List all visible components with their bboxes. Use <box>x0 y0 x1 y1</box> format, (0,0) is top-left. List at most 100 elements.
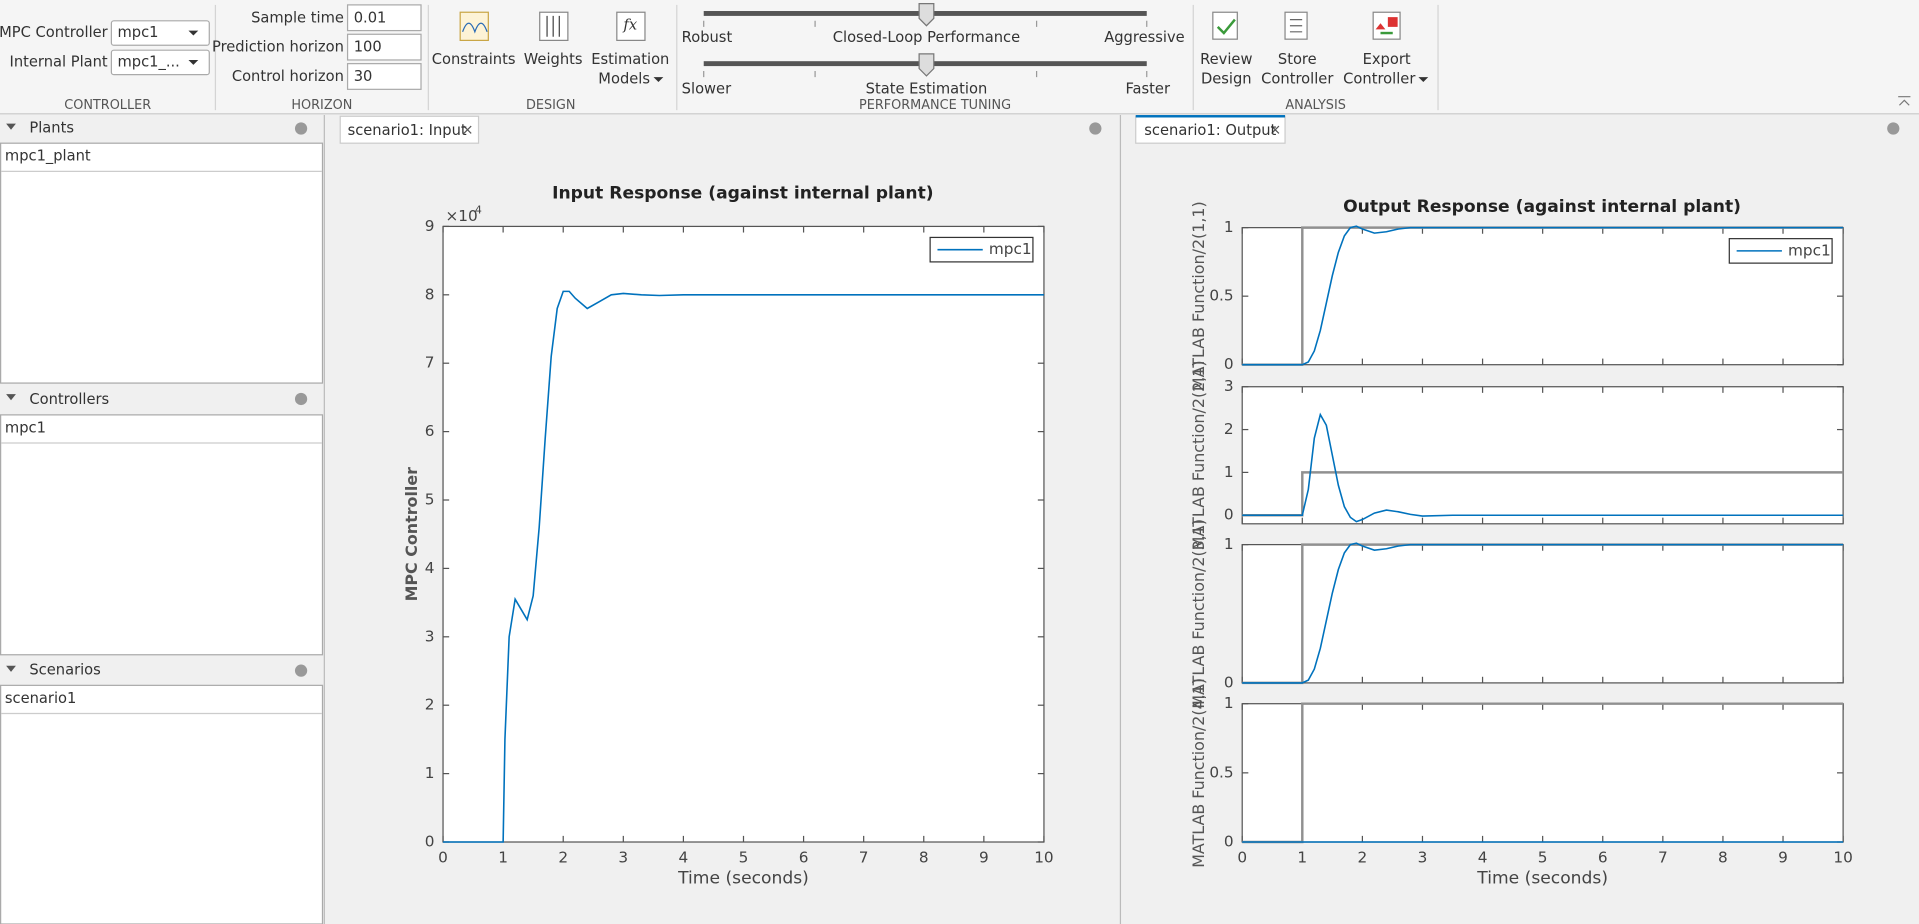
panel-title: Plants <box>29 120 74 137</box>
y-axis-label: MATLAB Function/2(3,1) <box>1189 519 1208 709</box>
x-tick-label: 7 <box>859 848 869 866</box>
axis-multiplier-exponent: 4 <box>475 204 482 217</box>
y-tick-label: 2 <box>425 696 435 714</box>
slider-label: State Estimation <box>866 80 988 97</box>
x-tick-label: 3 <box>618 848 628 866</box>
series-line <box>1242 412 1844 523</box>
x-tick-label: 6 <box>799 848 809 866</box>
button-label[interactable]: Controller <box>1261 71 1334 88</box>
plants-panel <box>0 122 324 384</box>
button-label[interactable]: Constraints <box>432 51 516 68</box>
list-item[interactable]: mpc1 <box>5 419 46 436</box>
x-axis-label: Time (seconds) <box>677 869 809 889</box>
slider-thumb[interactable] <box>918 3 935 27</box>
field-value[interactable]: 0.01 <box>354 9 387 26</box>
section-label: PERFORMANCE TUNING <box>859 98 1011 113</box>
tab-title[interactable]: scenario1: Output <box>1144 122 1276 139</box>
section-separators <box>214 4 1439 111</box>
slider-label: Closed-Loop Performance <box>833 29 1020 46</box>
panel-title: Scenarios <box>29 662 100 679</box>
series-line <box>1242 225 1844 366</box>
label: Control horizon <box>232 68 344 85</box>
y-tick-label: 2 <box>1224 420 1234 438</box>
series-line <box>1242 542 1844 684</box>
y-axis-label: MATLAB Function/2(1,1) <box>1189 201 1208 391</box>
section-label: DESIGN <box>526 98 576 113</box>
tab-bars <box>325 115 1919 924</box>
slider-thumb[interactable] <box>918 53 935 77</box>
field-value[interactable]: 30 <box>354 68 373 85</box>
y-tick-label: 4 <box>425 559 435 577</box>
controllers-panel <box>0 392 324 656</box>
toolstrip <box>0 0 1919 114</box>
chart-title: Output Response (against internal plant) <box>1343 197 1741 217</box>
label: Prediction horizon <box>212 39 344 56</box>
y-tick-label: 1 <box>1224 463 1234 481</box>
series-line <box>443 290 1044 843</box>
button-label[interactable]: Store <box>1278 51 1317 68</box>
x-tick-label: 2 <box>558 848 568 866</box>
legend-label: mpc1 <box>1788 241 1831 259</box>
text-field[interactable] <box>346 63 422 90</box>
y-tick-label: 3 <box>1224 377 1234 395</box>
dropdown-value[interactable]: mpc1 <box>117 24 158 41</box>
charts: Input Response (against internal plant) 0… <box>402 183 1853 888</box>
dropdown-value[interactable]: mpc1_... <box>117 53 179 70</box>
dropdown-arrow <box>1418 77 1429 82</box>
plot-area <box>442 225 1045 843</box>
axis-multiplier: ×10 <box>445 207 477 225</box>
chart-title: Input Response (against internal plant) <box>552 183 934 203</box>
list-item[interactable]: scenario1 <box>5 690 76 707</box>
tab-title[interactable]: scenario1: Input <box>348 122 467 139</box>
y-tick-label: 6 <box>425 422 435 440</box>
button-label[interactable]: Review <box>1200 51 1252 68</box>
dropdown[interactable] <box>110 20 210 46</box>
button-label[interactable]: Models <box>598 71 650 88</box>
list-item[interactable]: mpc1_plant <box>5 148 91 165</box>
dropdown-arrow <box>653 77 664 82</box>
svg-text:fx: fx <box>622 17 637 34</box>
scenarios-panel <box>0 664 324 924</box>
y-tick-label: 9 <box>425 217 435 235</box>
plot-area <box>1241 543 1844 684</box>
x-tick-label: 6 <box>1598 848 1608 866</box>
dropdown[interactable] <box>110 49 210 76</box>
dropdown-arrow <box>188 59 199 65</box>
y-tick-label: 1 <box>425 764 435 782</box>
x-tick-label: 0 <box>438 848 448 866</box>
x-tick-label: 10 <box>1833 848 1852 866</box>
x-tick-label: 9 <box>979 848 989 866</box>
button-label[interactable]: Controller <box>1343 71 1416 88</box>
x-tick-label: 3 <box>1418 848 1428 866</box>
label: Sample time <box>251 9 344 26</box>
x-tick-label: 1 <box>1297 848 1307 866</box>
x-tick-label: 4 <box>1478 848 1488 866</box>
section-label: HORIZON <box>291 98 352 113</box>
button-label[interactable]: Export <box>1363 51 1411 68</box>
y-tick-label: 7 <box>425 354 435 372</box>
section-label: CONTROLLER <box>64 98 151 113</box>
y-tick-label: 0 <box>1224 673 1234 691</box>
text-field[interactable] <box>346 4 422 32</box>
x-tick-label: 10 <box>1034 848 1053 866</box>
y-tick-label: 0 <box>425 833 435 851</box>
button-label[interactable]: Design <box>1201 71 1252 88</box>
x-tick-label: 8 <box>919 848 929 866</box>
panel-title: Controllers <box>29 391 109 408</box>
y-tick-label: 3 <box>425 627 435 645</box>
text-field[interactable] <box>346 33 422 61</box>
button-label[interactable]: Weights <box>524 51 583 68</box>
x-tick-label: 7 <box>1658 848 1668 866</box>
x-tick-label: 4 <box>679 848 689 866</box>
analysis-icons <box>1212 11 1401 40</box>
y-tick-label: 0 <box>1224 355 1234 373</box>
y-tick-label: 0 <box>1224 506 1234 524</box>
collapse-toolstrip[interactable] <box>1898 96 1911 106</box>
slider-label: Faster <box>1125 80 1171 97</box>
y-axis-label: MPC Controller <box>402 467 421 602</box>
slider-label: Slower <box>682 80 732 97</box>
field-value[interactable]: 100 <box>354 39 382 56</box>
button-label[interactable]: Estimation <box>591 51 669 68</box>
